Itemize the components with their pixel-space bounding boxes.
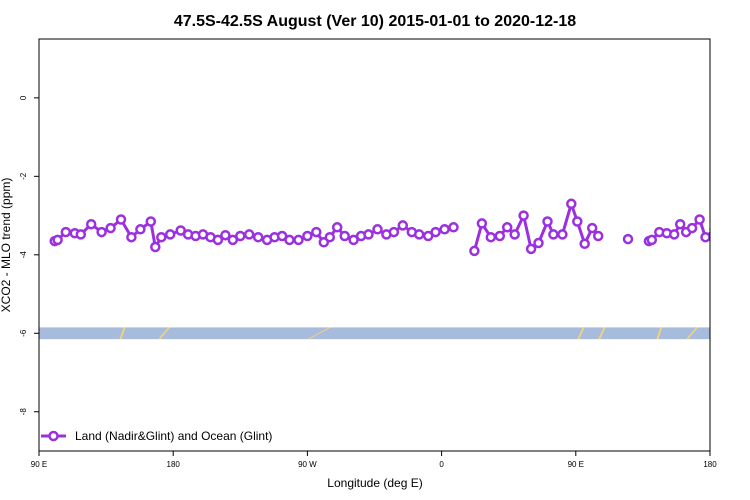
data-point [156,231,167,243]
data-point [722,243,730,251]
data-point [372,224,383,235]
data-point [548,229,559,240]
x-tick-label: 90 E [568,460,584,469]
data-point [592,230,604,242]
data-point [736,230,744,238]
data-point [533,237,544,249]
data-point [579,238,590,250]
data-point [235,230,246,242]
plot-area [39,198,750,340]
chart-title: 47.5S-42.5S August (Ver 10) 2015-01-01 t… [174,13,576,30]
data-point [686,222,698,234]
x-axis: 90 E 180 90 W 0 90 E 180 [31,451,717,469]
data-point [145,216,157,227]
data-point [324,231,336,243]
data-point [339,230,350,242]
legend-label: Land (Nadir&Glint) and Ocean (Glint) [75,429,272,443]
data-point [469,245,480,257]
data-point [518,210,529,221]
data-point [509,229,520,240]
data-point [126,231,137,243]
data-point [212,234,224,246]
data-point [566,198,577,210]
data-point [476,218,488,229]
data-point [674,218,686,230]
data-point [718,218,726,226]
data-point [494,230,506,242]
data-point [485,231,497,243]
plot-content [39,198,750,340]
data-point [105,222,116,234]
data-point [709,226,710,233]
data-point [331,222,343,233]
data-point [252,231,264,243]
land-patch [158,327,171,340]
data-point [622,233,634,245]
land-patch [598,327,606,340]
data-point [96,226,107,238]
land-patch [119,327,126,340]
y-tick-label: 0 [19,95,28,100]
data-point [397,220,409,231]
data-point [363,229,374,240]
plot-frame [38,38,711,452]
data-point [743,227,750,235]
data-point [135,224,146,235]
data-point [293,234,304,246]
data-point [164,229,176,240]
y-tick-label: -6 [19,329,28,337]
data-point [430,226,441,238]
x-tick-label: 90 E [31,460,47,469]
legend-marker [48,430,59,442]
data-point [700,231,710,243]
data-point [311,226,322,238]
land-patch [307,327,332,340]
data-point [243,229,255,240]
data-point [542,216,553,227]
y-axis-label: XCO2 - MLO trend (ppm) [0,178,13,313]
data-point [728,233,736,241]
x-axis-label: Longitude (deg E) [327,476,422,490]
data-point [302,230,313,242]
land-patch [577,327,585,340]
data-point [52,234,63,246]
data-point [525,243,537,255]
x-tick-label: 180 [703,460,717,469]
data-point [586,222,598,234]
data-point [668,229,680,240]
data-point [694,214,705,225]
legend: Land (Nadir&Glint) and Ocean (Glint) [41,429,272,443]
x-tick-label: 0 [439,460,444,469]
data-point [220,229,231,241]
land-patch [686,327,699,340]
x-tick-label: 90 W [298,460,317,469]
data-point [60,226,72,238]
data-point [646,234,658,246]
data-point [150,241,161,253]
land-patch [656,327,663,340]
y-tick-label: -2 [19,172,28,180]
y-tick-label: -8 [19,408,28,416]
y-tick-label: -4 [19,251,28,259]
data-point [85,218,97,230]
data-point [115,214,127,225]
data-point [75,229,87,240]
y-axis: 0 -2 -4 -6 -8 [19,95,39,415]
data-point [557,229,568,240]
data-point [448,222,459,233]
data-point [413,229,425,240]
ocean-band [39,327,710,340]
data-point [439,224,450,235]
x-tick-label: 180 [167,460,181,469]
data-point [284,234,295,246]
data-point [572,216,583,227]
data-point [501,222,513,233]
data-point [388,226,400,238]
